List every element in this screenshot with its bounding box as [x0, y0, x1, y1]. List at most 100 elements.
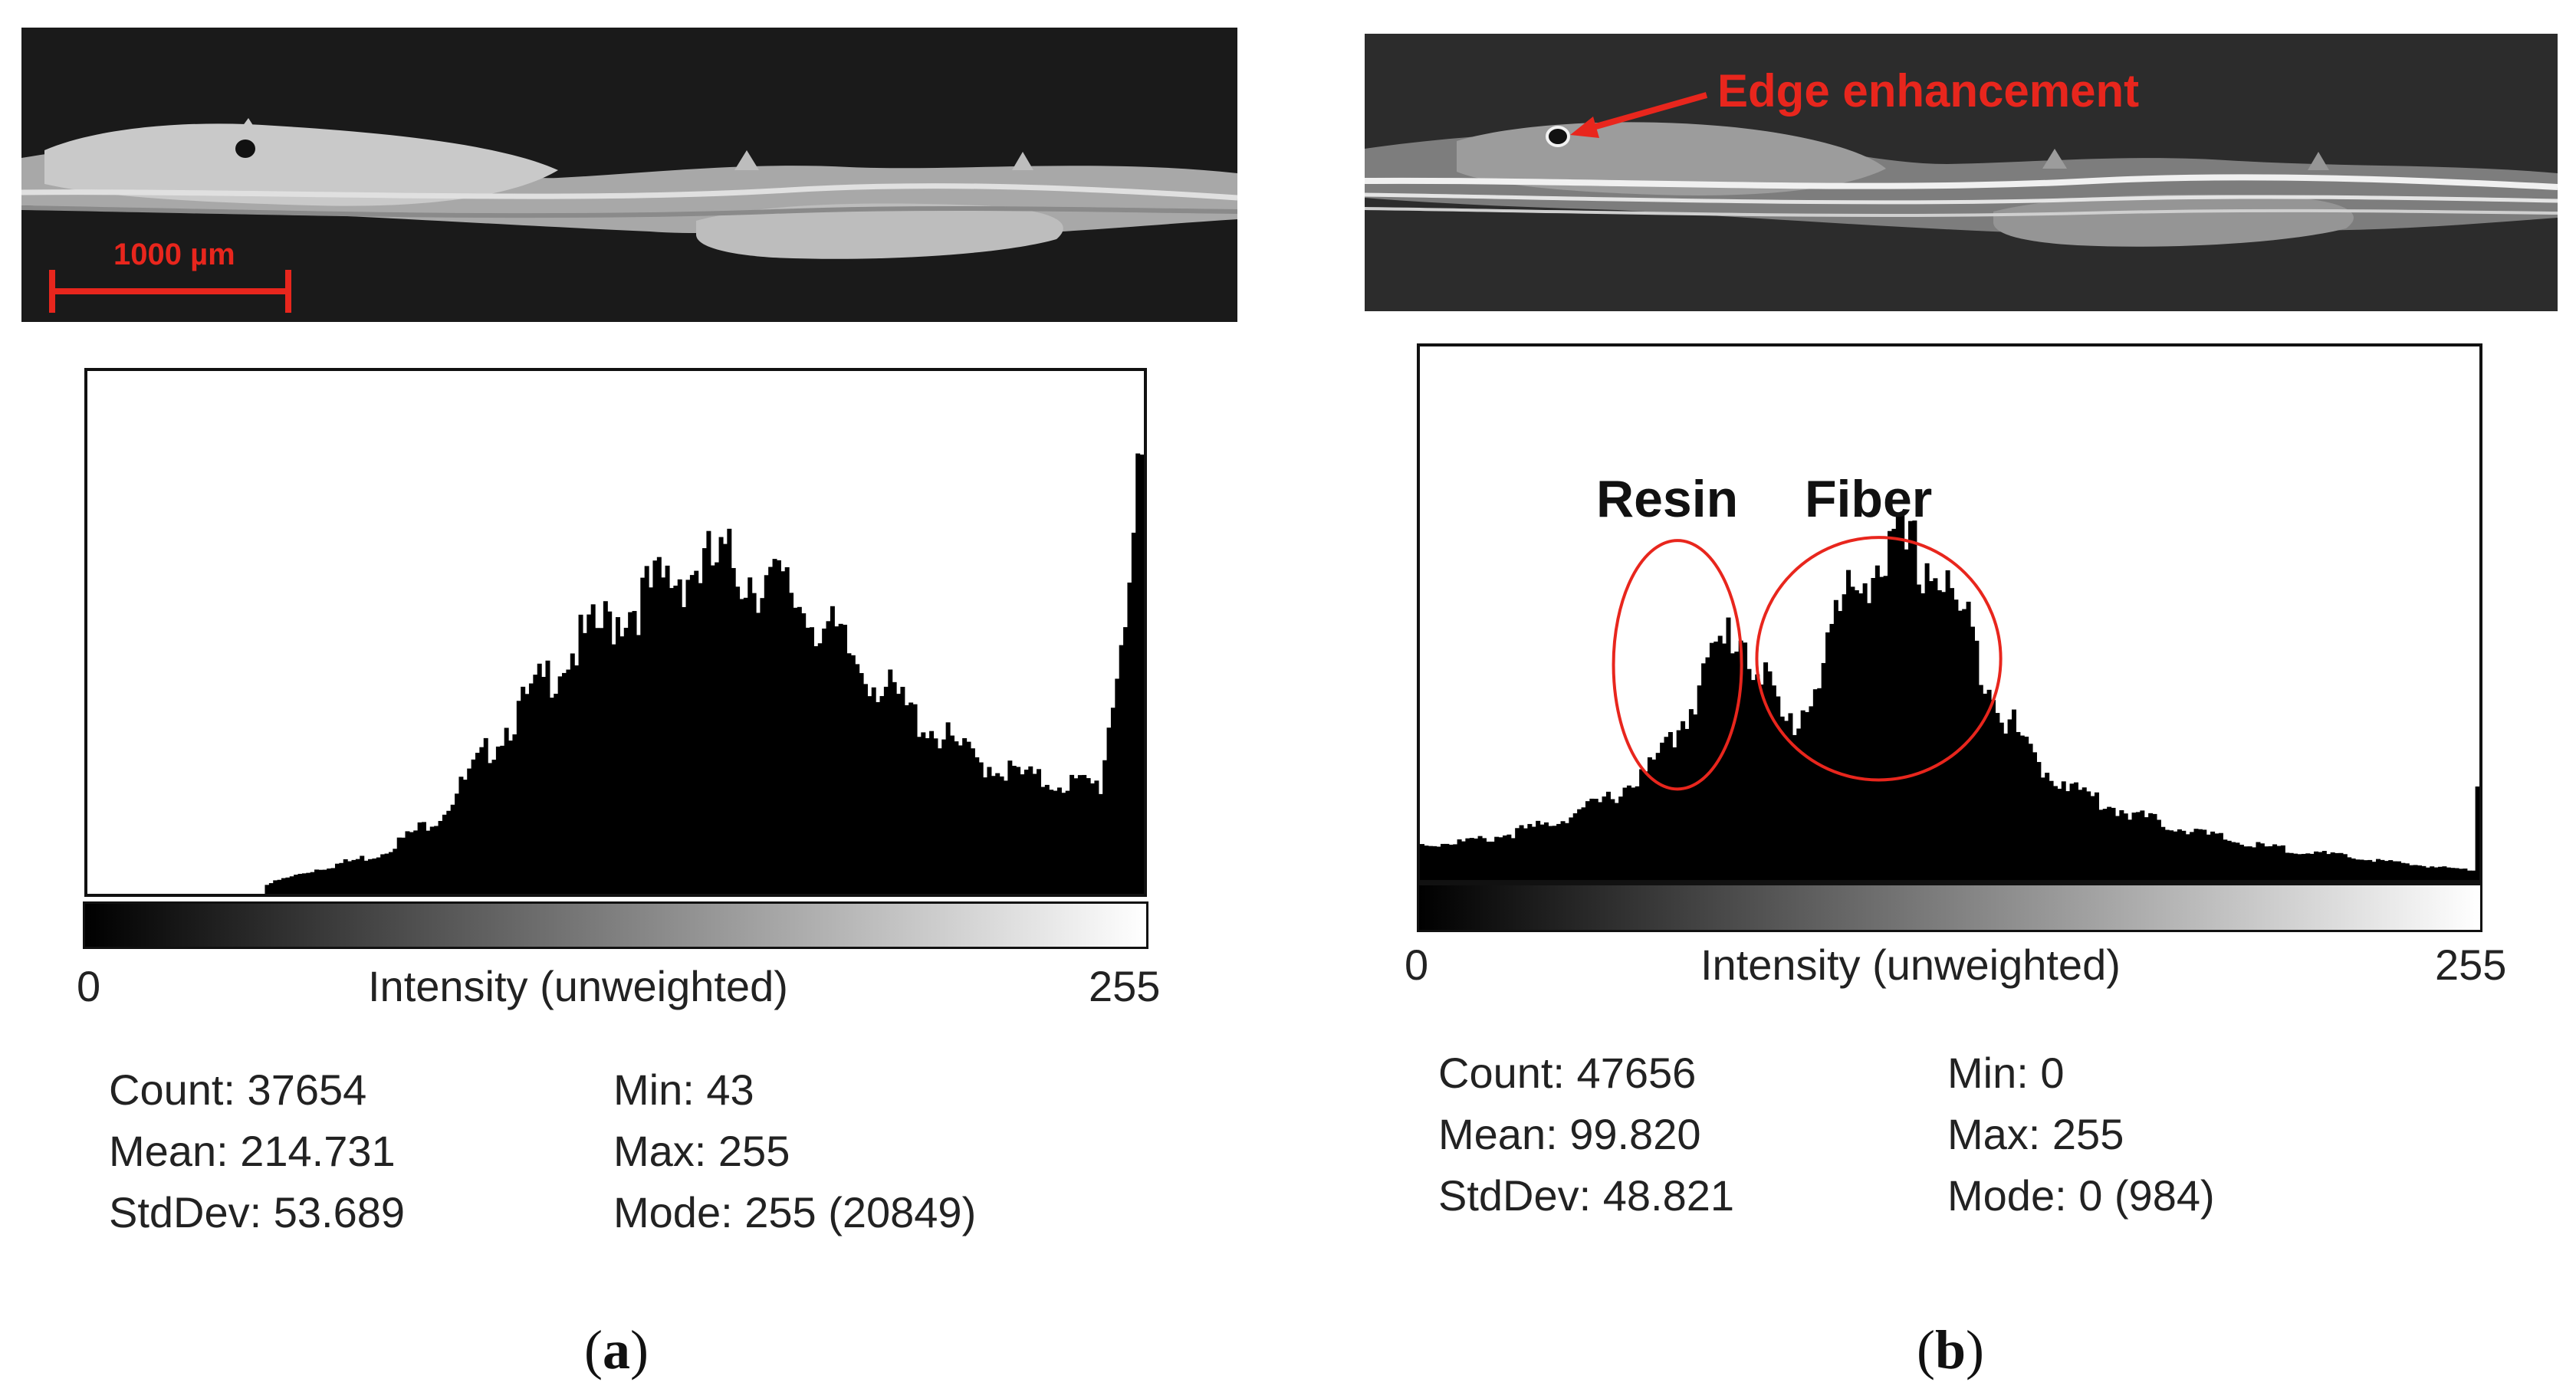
histogram-bar	[2235, 842, 2240, 880]
histogram-bar	[698, 583, 703, 894]
histogram-bar	[475, 753, 480, 894]
histogram-bar	[1709, 642, 1714, 880]
histogram-bar	[999, 776, 1004, 894]
histogram-bar	[297, 873, 303, 894]
histogram-bar	[1044, 784, 1050, 894]
histogram-bar	[2342, 854, 2348, 880]
histogram-bar	[1763, 662, 1769, 880]
histogram-bar	[694, 570, 699, 894]
histogram-bar	[1688, 709, 1694, 880]
histogram-bar	[360, 855, 365, 894]
histogram-bar	[2065, 791, 2071, 880]
histogram-bar	[1635, 786, 1640, 880]
histogram-bar	[644, 566, 649, 894]
histogram-bar	[735, 586, 741, 894]
histogram-bar	[2247, 846, 2252, 880]
histogram-bar	[2160, 826, 2166, 880]
histogram-bar	[2351, 858, 2356, 880]
histogram-bar	[1986, 689, 1992, 880]
histogram-bar	[2259, 843, 2265, 880]
histogram-bar	[2413, 865, 2418, 880]
histogram-bar	[1123, 627, 1129, 894]
histogram-bar	[871, 687, 876, 894]
histogram-bar	[2045, 773, 2050, 880]
histogram-bar	[528, 683, 534, 894]
histogram-bar	[2314, 851, 2319, 880]
histogram-bar	[983, 777, 988, 894]
histogram-bar	[277, 879, 282, 894]
histogram-bar	[1875, 565, 1880, 880]
histogram-bar	[2114, 816, 2120, 880]
histogram-bar	[689, 575, 695, 894]
histogram-bar	[665, 565, 670, 894]
histogram-bar	[1862, 583, 1868, 880]
histogram-bar	[636, 635, 641, 894]
histogram-bar	[843, 624, 848, 894]
histogram-bar	[343, 859, 348, 894]
histogram-bar	[1531, 826, 1536, 880]
histogram-bar	[1726, 617, 1731, 880]
histogram-bar	[2152, 813, 2157, 880]
histogram-bar	[294, 875, 299, 894]
histogram-bar	[2082, 787, 2087, 880]
histogram-bar	[669, 588, 674, 894]
histogram-bar	[401, 837, 406, 894]
fiber-label: Fiber	[1805, 470, 1933, 528]
histogram-bar	[1950, 588, 1954, 880]
histogram-bar	[2388, 860, 2394, 880]
stat-min-b: Min: 0	[1947, 1049, 2065, 1097]
stat-mean-b: Mean: 99.820	[1438, 1110, 1701, 1158]
histogram-bar	[1032, 773, 1037, 894]
histogram-bar	[1891, 528, 1897, 880]
histogram-bar	[2442, 866, 2447, 880]
histogram-bar	[467, 768, 472, 894]
histogram-bar	[1539, 824, 1545, 880]
histogram-bar	[590, 604, 596, 894]
histogram-bar	[2438, 866, 2443, 880]
histogram-bar	[1127, 582, 1132, 894]
histogram-bar	[396, 837, 402, 894]
histogram-bar	[991, 776, 996, 894]
histogram-bar	[2321, 851, 2327, 880]
histogram-bar	[1622, 787, 1628, 880]
histogram-bar	[2135, 812, 2141, 880]
histogram-bar	[1833, 599, 1838, 880]
histogram-bar	[731, 568, 736, 894]
histogram-bar	[2197, 829, 2203, 880]
histogram-bar	[2454, 868, 2459, 880]
histogram-bar	[2210, 831, 2216, 880]
histogram-bar	[1510, 838, 1516, 880]
stat-count-b: Count: 47656	[1438, 1049, 1697, 1097]
histogram-bar	[1560, 821, 1566, 880]
histogram-bar	[2334, 852, 2340, 880]
histogram-bar	[285, 877, 291, 894]
histogram-bar	[2226, 840, 2232, 880]
histogram-bar	[805, 627, 810, 894]
histogram-bar	[310, 872, 315, 894]
histogram-bar	[2119, 809, 2124, 880]
histogram-bar	[1879, 576, 1884, 880]
histogram-bar	[1676, 730, 1681, 880]
histogram-bar	[1593, 799, 1598, 880]
histogram-bar	[1572, 813, 1578, 880]
intensity-gradient-bar-a	[83, 901, 1148, 949]
histogram-bar	[426, 830, 431, 894]
histogram-bar	[619, 636, 625, 894]
histogram-bar	[929, 731, 935, 894]
histogram-bar	[1457, 839, 1462, 880]
histogram-bar	[1444, 843, 1450, 880]
histogram-bar	[2090, 796, 2095, 880]
histogram-bar	[912, 704, 918, 894]
histogram-bar	[772, 559, 777, 894]
histogram-bar	[1743, 642, 1748, 880]
histogram-bar	[797, 606, 802, 894]
histogram-bar	[748, 577, 753, 894]
histogram-bar	[925, 738, 930, 894]
histogram-bar	[2078, 790, 2083, 880]
histogram-bar	[1660, 742, 1665, 880]
histogram-bar	[900, 687, 905, 894]
histogram-bar	[1681, 721, 1686, 880]
histogram-bar	[1056, 787, 1062, 894]
histogram-bar	[916, 737, 922, 894]
stat-count-a: Count: 37654	[109, 1066, 367, 1114]
